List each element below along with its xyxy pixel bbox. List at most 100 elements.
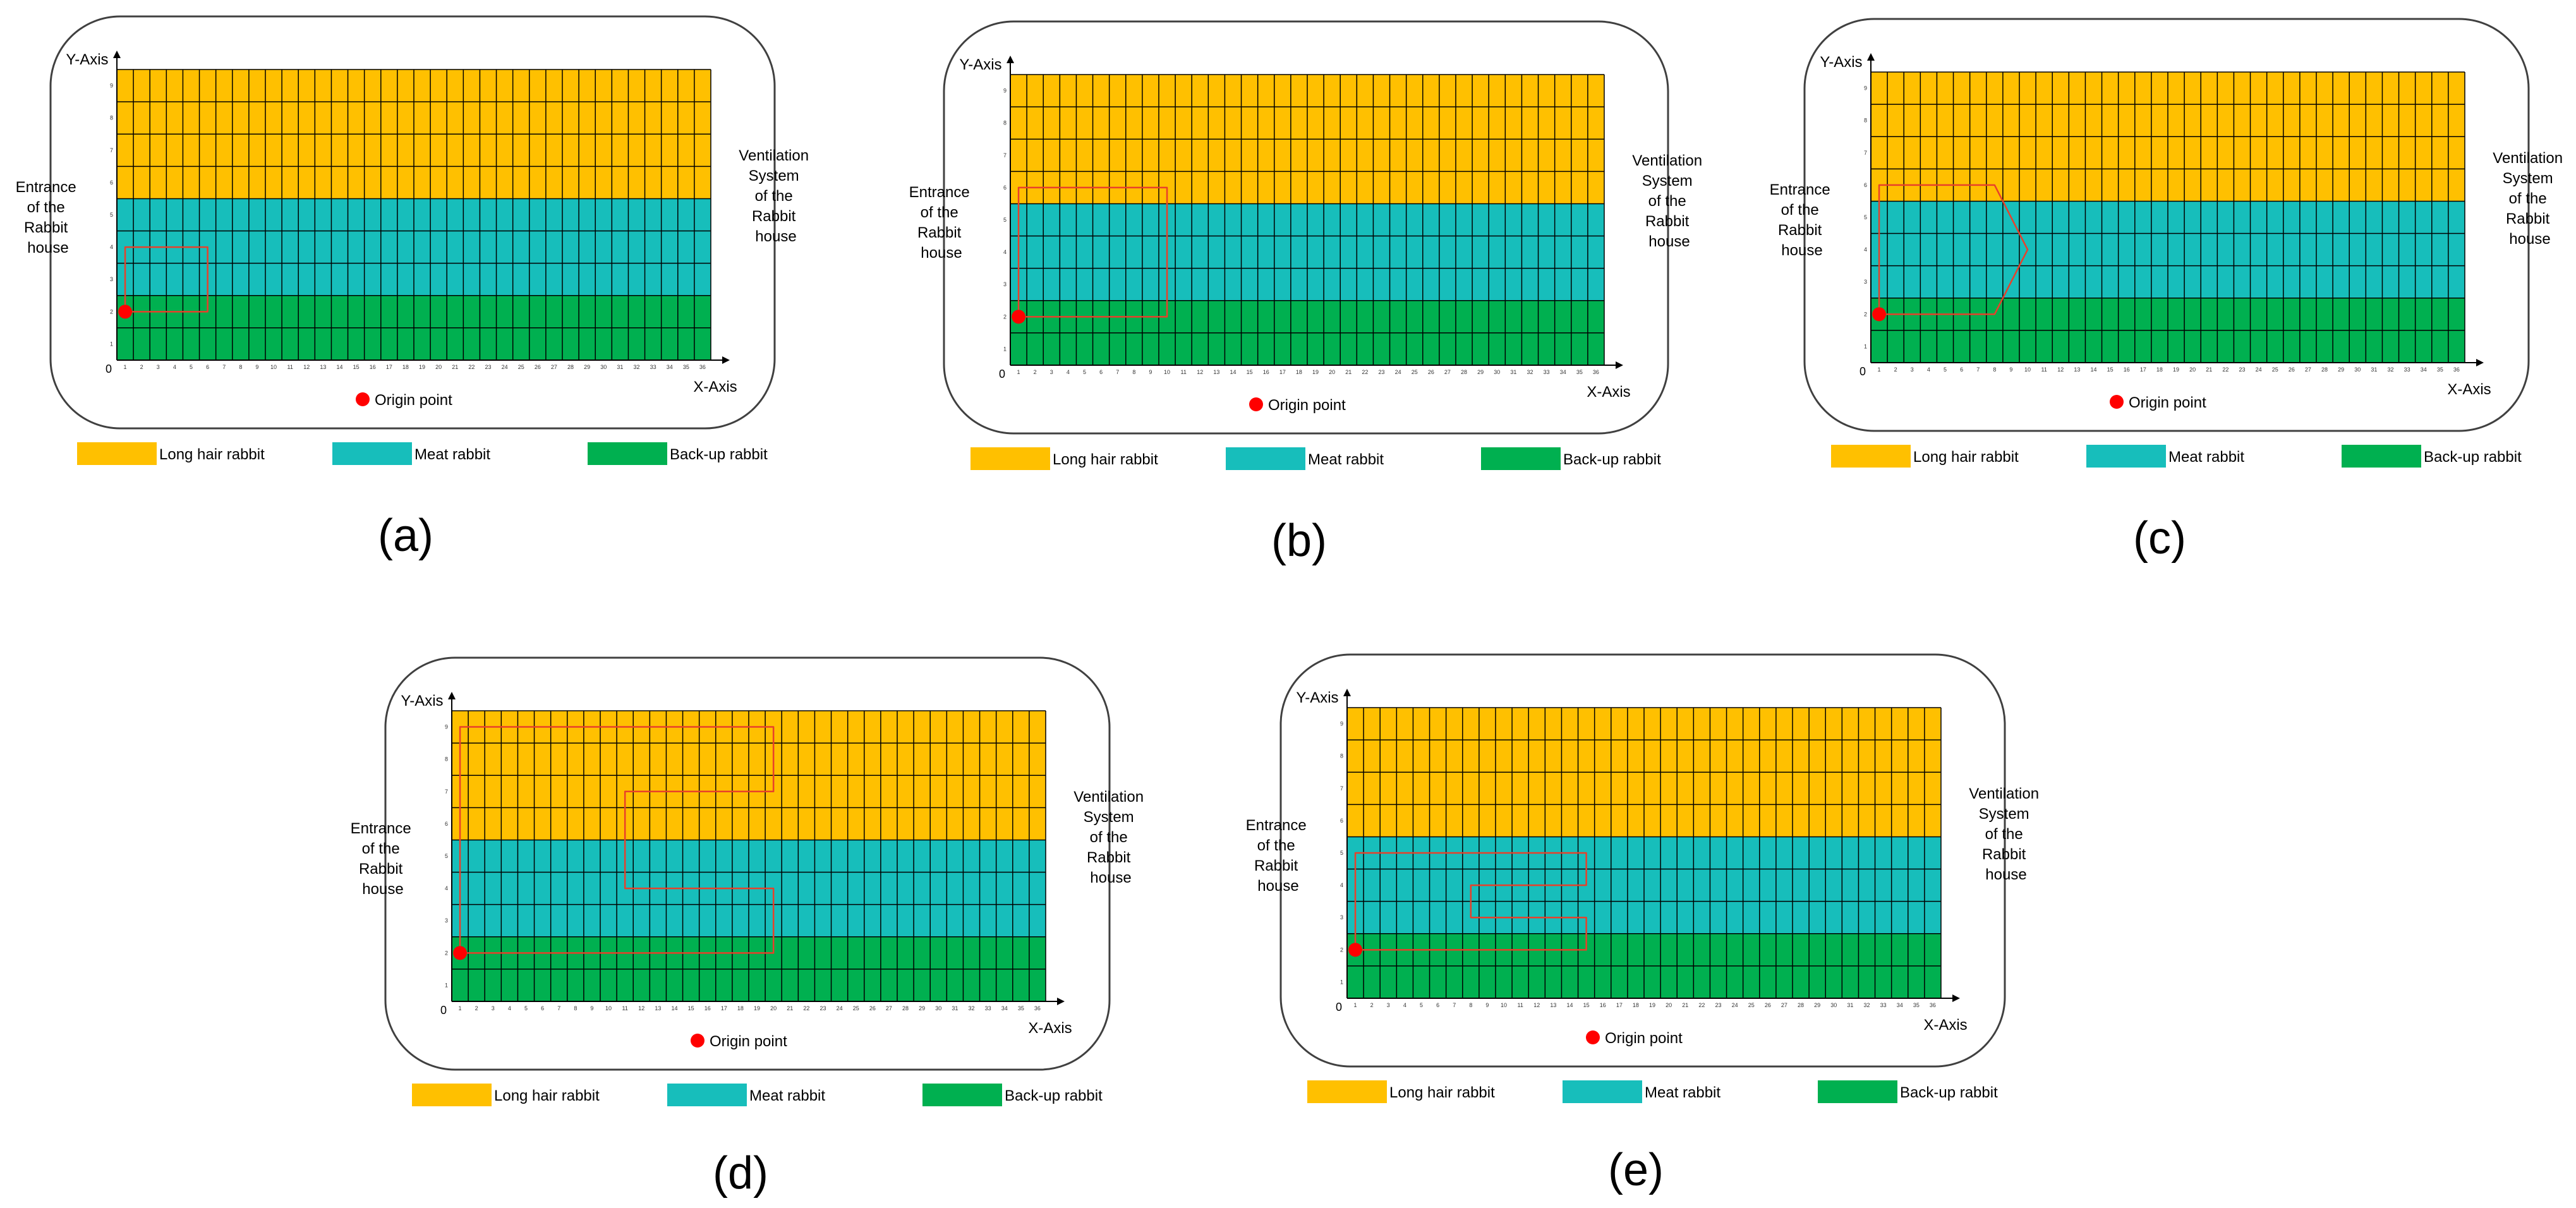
x-tick-label: 32 xyxy=(2387,366,2393,373)
origin-label: Origin point xyxy=(1605,1030,1683,1047)
y-axis-label: Y-Axis xyxy=(401,692,443,710)
origin-label: Origin point xyxy=(375,392,452,409)
y-tick-label: 5 xyxy=(445,853,448,859)
legend-label-meat: Meat rabbit xyxy=(1308,451,1384,468)
x-tick-label: 31 xyxy=(1847,1002,1853,1008)
y-tick-label: 7 xyxy=(1864,150,1867,156)
origin-label: Origin point xyxy=(1268,397,1346,414)
y-tick-label: 1 xyxy=(1003,346,1007,352)
x-tick-label: 27 xyxy=(1781,1002,1787,1008)
x-tick-label: 9 xyxy=(590,1005,593,1012)
entrance-label: Entrance of the Rabbit house xyxy=(1770,181,1835,259)
x-tick-label: 13 xyxy=(1550,1002,1556,1008)
route-b xyxy=(1012,186,1168,324)
origin-point-marker xyxy=(1872,307,1887,322)
y-tick-label: 2 xyxy=(1340,946,1343,953)
x-tick-label: 26 xyxy=(1428,369,1434,375)
legend-label-long-hair: Long hair rabbit xyxy=(494,1087,600,1104)
legend-label-meat: Meat rabbit xyxy=(2168,449,2244,466)
x-tick-label: 19 xyxy=(754,1005,760,1012)
x-axis-label: X-Axis xyxy=(1028,1020,1072,1037)
x-tick-label: 25 xyxy=(1748,1002,1755,1008)
x-tick-label: 26 xyxy=(535,364,541,370)
x-tick-label: 4 xyxy=(508,1005,511,1012)
legend-swatch-meat xyxy=(667,1084,747,1106)
x-axis-label: X-Axis xyxy=(2447,381,2491,398)
legend-swatch-backup xyxy=(588,442,667,465)
x-tick-label: 33 xyxy=(1880,1002,1887,1008)
ventilation-label: Ventilation System of the Rabbit house xyxy=(739,147,813,245)
legend-label-backup: Back-up rabbit xyxy=(1005,1087,1103,1104)
legend-label-long-hair: Long hair rabbit xyxy=(1389,1084,1495,1101)
x-tick-label: 22 xyxy=(803,1005,809,1012)
legend-swatch-backup xyxy=(1818,1080,1897,1103)
x-tick-label: 10 xyxy=(1164,369,1170,375)
legend-label-long-hair: Long hair rabbit xyxy=(1913,449,2019,466)
x-tick-label: 19 xyxy=(1312,369,1319,375)
x-tick-label: 28 xyxy=(1798,1002,1804,1008)
y-tick-label: 4 xyxy=(1003,249,1007,255)
x-tick-label: 14 xyxy=(671,1005,677,1012)
x-tick-label: 5 xyxy=(190,364,193,370)
x-tick-label: 6 xyxy=(541,1005,544,1012)
x-tick-label: 31 xyxy=(1510,369,1516,375)
x-tick-label: 19 xyxy=(419,364,425,370)
y-tick-label: 2 xyxy=(1864,311,1867,317)
house-frame xyxy=(1279,653,2006,1068)
y-tick-label: 2 xyxy=(1003,313,1007,320)
x-tick-label: 35 xyxy=(2437,366,2443,373)
y-axis-label: Y-Axis xyxy=(1296,689,1338,706)
y-tick-label: 1 xyxy=(1340,979,1343,985)
x-tick-label: 9 xyxy=(1485,1002,1489,1008)
x-tick-label: 21 xyxy=(1682,1002,1688,1008)
x-tick-label: 27 xyxy=(2305,366,2311,373)
x-tick-label: 36 xyxy=(2453,366,2460,373)
y-tick-label: 5 xyxy=(1864,214,1867,220)
x-tick-label: 32 xyxy=(633,364,639,370)
x-tick-label: 12 xyxy=(1197,369,1203,375)
x-tick-label: 30 xyxy=(600,364,607,370)
x-tick-label: 6 xyxy=(1960,366,1963,373)
x-tick-label: 22 xyxy=(2222,366,2228,373)
y-tick-label: 1 xyxy=(445,982,448,988)
x-tick-label: 33 xyxy=(985,1005,991,1012)
entrance-label: Entrance of the Rabbit house xyxy=(909,184,974,262)
x-tick-label: 30 xyxy=(935,1005,941,1012)
x-tick-label: 5 xyxy=(1083,369,1086,375)
legend-swatch-meat xyxy=(1563,1080,1642,1103)
x-tick-label: 29 xyxy=(1477,369,1484,375)
y-tick-label: 3 xyxy=(445,917,448,924)
x-tick-label: 24 xyxy=(2256,366,2262,373)
legend-swatch-long-hair xyxy=(412,1084,492,1106)
x-tick-label: 20 xyxy=(770,1005,777,1012)
y-axis-label: Y-Axis xyxy=(1820,54,1862,71)
y-tick-label: 5 xyxy=(1003,217,1007,223)
house-frame xyxy=(384,656,1111,1071)
x-tick-label: 2 xyxy=(140,364,143,370)
legend-swatch-meat xyxy=(2086,445,2166,468)
x-tick-label: 4 xyxy=(1067,369,1070,375)
x-tick-label: 36 xyxy=(1593,369,1599,375)
x-tick-label: 17 xyxy=(386,364,392,370)
route-e xyxy=(1348,852,1587,957)
x-tick-label: 11 xyxy=(1180,369,1186,375)
legend-label-backup: Back-up rabbit xyxy=(2424,449,2522,466)
x-axis-label: X-Axis xyxy=(693,378,737,396)
y-tick-label: 6 xyxy=(445,821,448,827)
y-tick-label: 8 xyxy=(445,756,448,763)
x-tick-label: 12 xyxy=(1533,1002,1540,1008)
axis-zero-label: 0 xyxy=(1859,365,1866,378)
x-tick-label: 36 xyxy=(1034,1005,1041,1012)
y-tick-label: 2 xyxy=(445,950,448,956)
x-axis-arrow-icon xyxy=(1057,998,1065,1005)
x-tick-label: 29 xyxy=(584,364,590,370)
route-a xyxy=(118,246,209,319)
y-tick-label: 3 xyxy=(1340,914,1343,921)
legend-swatch-long-hair xyxy=(971,447,1050,470)
x-axis-arrow-icon xyxy=(722,356,730,364)
x-tick-label: 11 xyxy=(287,364,293,370)
x-tick-label: 6 xyxy=(1436,1002,1439,1008)
grid-e: 1 2 3 4 5 6 7 8 9 10 11 12 13 14 15 16 17 18 19 20 21 22 23 24 2… xyxy=(1340,689,1960,1008)
y-tick-label: 6 xyxy=(1003,184,1007,191)
x-tick-label: 16 xyxy=(1263,369,1269,375)
